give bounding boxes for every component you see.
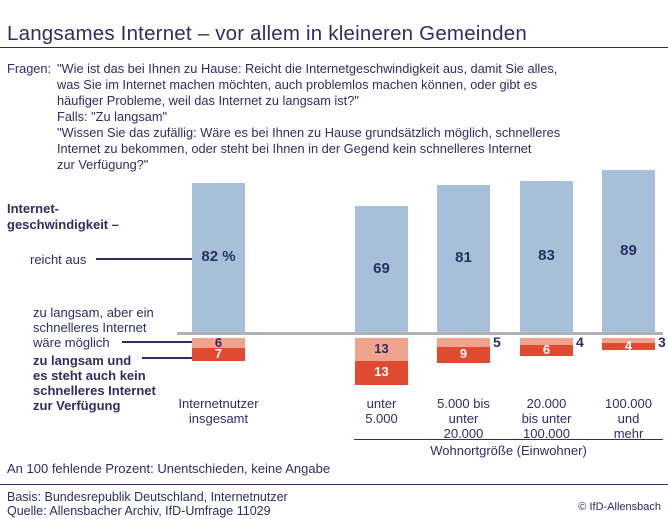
- bar-value-too-slow-none: 6: [542, 341, 551, 357]
- category-label: unter 5.000: [365, 396, 398, 426]
- label-reicht-aus: reicht aus: [30, 252, 87, 267]
- bar-sufficient: [437, 184, 490, 332]
- category-label: 100.000 und mehr: [605, 396, 652, 441]
- connector-line-possible: [122, 341, 192, 343]
- bar-value-too-slow-none: 7: [214, 346, 223, 362]
- bar-sufficient: [602, 170, 655, 332]
- bar-too-slow-possible: [192, 337, 245, 349]
- question-text: "Wie ist das bei Ihnen zu Hause: Reicht …: [57, 61, 561, 172]
- source-line: Quelle: Allensbacher Archiv, IfD-Umfrage…: [7, 504, 271, 518]
- bar-value-too-slow-none: 4: [624, 338, 633, 354]
- footnote: An 100 fehlende Prozent: Unentschieden, …: [7, 461, 331, 476]
- bar-sufficient: [520, 180, 573, 332]
- category-label: 5.000 bis unter 20.000: [437, 396, 490, 441]
- bar-value-sufficient: 89: [620, 242, 637, 259]
- connector-line-none: [142, 357, 192, 359]
- bar-too-slow-possible: [602, 337, 655, 343]
- bar-sufficient: [192, 182, 245, 332]
- bar-value-too-slow-possible: 13: [374, 341, 389, 357]
- page-title: Langsames Internet – vor allem in kleine…: [7, 21, 527, 45]
- bar-value-sufficient: 83: [538, 247, 555, 265]
- y-axis-heading: Internet- geschwindigkeit –: [7, 201, 119, 232]
- label-zu-langsam-moeglich: zu langsam, aber ein schnelleres Interne…: [33, 305, 154, 350]
- bar-too-slow-possible: [520, 337, 573, 345]
- bar-too-slow-none: [437, 346, 490, 363]
- bar-too-slow-possible: [437, 337, 490, 347]
- bar-value-too-slow-possible: 6: [214, 334, 223, 350]
- title-rule: [0, 47, 668, 48]
- footer-rule: [0, 484, 668, 485]
- bar-value-sufficient: 82 %: [201, 248, 236, 266]
- bar-too-slow-none: [355, 361, 408, 385]
- bar-value-too-slow-possible: 5: [493, 334, 501, 350]
- question-label: Fragen:: [7, 61, 52, 76]
- category-label: 20.000 bis unter 100.000: [521, 396, 572, 441]
- bar-too-slow-none: [192, 348, 245, 362]
- bar-sufficient: [355, 206, 408, 332]
- bar-value-too-slow-none: 13: [374, 364, 389, 380]
- bar-too-slow-none: [520, 344, 573, 356]
- bar-too-slow-none: [602, 342, 655, 351]
- bar-value-too-slow-possible: 3: [658, 334, 666, 350]
- basis-line: Basis: Bundesrepublik Deutschland, Inter…: [7, 490, 288, 504]
- group-axis-label: Wohnortgröße (Einwohner): [430, 443, 587, 458]
- bar-too-slow-possible: [355, 337, 408, 362]
- group-axis-underline: [354, 439, 663, 440]
- bar-value-sufficient: 81: [455, 249, 472, 267]
- bar-value-too-slow-possible: 4: [576, 334, 584, 350]
- bar-value-sufficient: 69: [373, 260, 390, 278]
- connector-line-sufficient: [96, 258, 192, 260]
- copyright: © IfD-Allensbach: [578, 501, 661, 513]
- bar-value-too-slow-none: 9: [459, 346, 468, 362]
- category-label: Internetnutzer insgesamt: [178, 396, 259, 426]
- chart-baseline: [177, 332, 663, 335]
- label-zu-langsam-kein: zu langsam und es steht auch kein schnel…: [33, 353, 156, 413]
